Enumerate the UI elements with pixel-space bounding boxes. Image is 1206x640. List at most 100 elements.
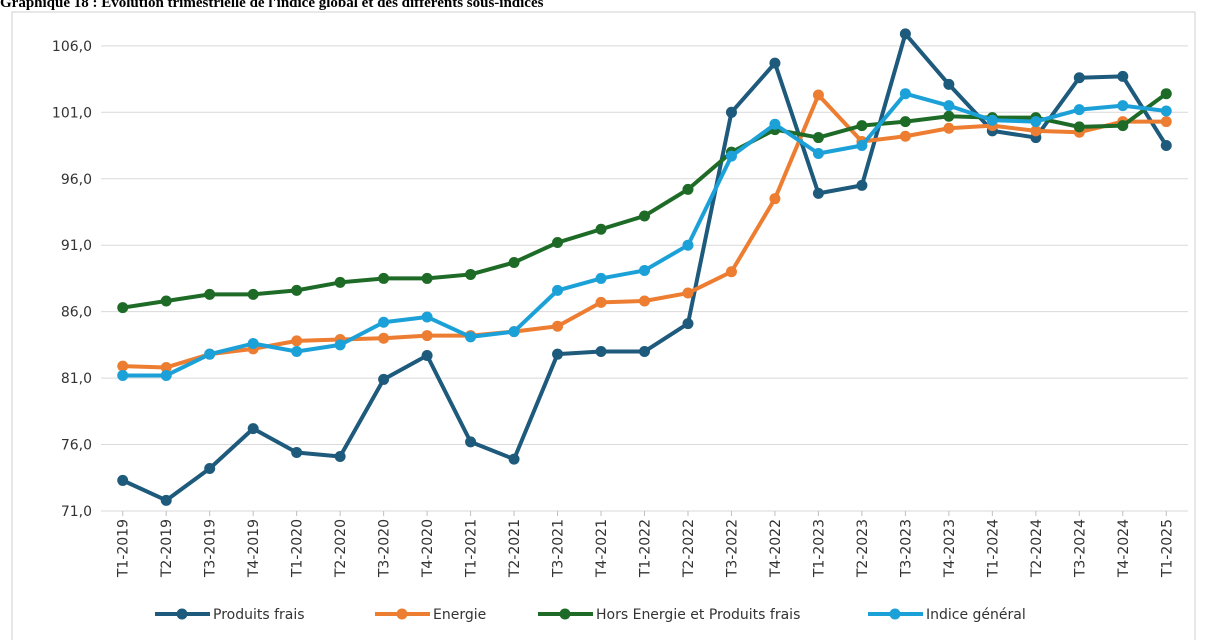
point bbox=[291, 284, 303, 296]
point bbox=[421, 272, 433, 284]
x-tick-label: T1-2023 bbox=[811, 519, 827, 578]
point bbox=[943, 122, 955, 134]
point bbox=[421, 330, 433, 342]
x-tick-label: T2-2020 bbox=[333, 519, 349, 578]
point bbox=[421, 311, 433, 323]
x-tick-label: T1-2025 bbox=[1159, 519, 1175, 578]
point bbox=[204, 348, 216, 360]
y-tick-label: 91,0 bbox=[61, 238, 92, 254]
point bbox=[465, 436, 477, 448]
point bbox=[1160, 140, 1172, 152]
point bbox=[465, 331, 477, 343]
point bbox=[1160, 88, 1172, 100]
point bbox=[639, 264, 650, 276]
point bbox=[639, 210, 650, 222]
point bbox=[291, 335, 303, 347]
x-tick-label: T4-2020 bbox=[420, 519, 436, 578]
point bbox=[160, 295, 172, 307]
x-tick-label: T3-2020 bbox=[377, 519, 393, 578]
x-tick-label: T4-2019 bbox=[246, 519, 262, 578]
point bbox=[856, 140, 868, 152]
legend-label: Produits frais bbox=[213, 607, 305, 623]
legend-marker bbox=[396, 608, 408, 620]
point bbox=[117, 302, 129, 314]
y-tick-label: 71,0 bbox=[61, 504, 92, 520]
point bbox=[117, 360, 129, 372]
x-tick-label: T4-2023 bbox=[942, 519, 958, 578]
point bbox=[943, 78, 955, 90]
x-tick-label: T3-2019 bbox=[203, 519, 219, 578]
x-tick-label: T1-2021 bbox=[464, 519, 480, 578]
point bbox=[682, 287, 694, 299]
y-tick-label: 106,0 bbox=[52, 39, 92, 55]
point bbox=[812, 187, 824, 199]
point bbox=[1117, 70, 1129, 82]
point bbox=[160, 369, 172, 381]
point bbox=[334, 451, 346, 463]
point bbox=[725, 106, 737, 118]
point bbox=[378, 316, 390, 328]
point bbox=[1117, 120, 1129, 132]
point bbox=[725, 266, 737, 278]
point bbox=[1117, 100, 1129, 112]
legend-label: Energie bbox=[433, 607, 486, 623]
y-tick-label: 81,0 bbox=[61, 371, 92, 387]
x-tick-label: T1-2019 bbox=[116, 519, 132, 578]
point bbox=[899, 28, 911, 40]
point bbox=[1073, 72, 1085, 84]
y-tick-label: 86,0 bbox=[61, 305, 92, 321]
x-tick-label: T4-2024 bbox=[1116, 519, 1132, 578]
point bbox=[1030, 116, 1042, 128]
x-tick-label: T2-2024 bbox=[1029, 519, 1045, 578]
legend-label: Hors Energie et Produits frais bbox=[596, 607, 800, 623]
point bbox=[725, 150, 737, 162]
point bbox=[204, 462, 216, 474]
x-tick-label: T1-2020 bbox=[290, 519, 306, 578]
x-tick-label: T1-2022 bbox=[638, 519, 654, 578]
x-tick-label: T3-2024 bbox=[1072, 519, 1088, 578]
legend-marker bbox=[559, 608, 571, 620]
legend-marker bbox=[176, 608, 188, 620]
point bbox=[552, 284, 564, 296]
point bbox=[508, 256, 520, 268]
point bbox=[899, 116, 911, 128]
y-tick-label: 76,0 bbox=[61, 438, 92, 454]
point bbox=[899, 88, 911, 100]
point bbox=[769, 118, 781, 130]
point bbox=[1073, 121, 1085, 133]
point bbox=[1030, 125, 1042, 137]
point bbox=[986, 114, 998, 126]
point bbox=[291, 346, 303, 358]
point bbox=[465, 268, 477, 280]
x-tick-label: T2-2019 bbox=[159, 519, 175, 578]
point bbox=[856, 179, 868, 191]
x-tick-label: T2-2023 bbox=[855, 519, 871, 578]
point bbox=[639, 295, 650, 307]
chart-title: Graphique 18 : Evolution trimestrielle d… bbox=[0, 0, 544, 11]
point bbox=[769, 57, 781, 69]
point bbox=[1073, 104, 1085, 116]
point bbox=[682, 318, 694, 330]
point bbox=[1160, 105, 1172, 117]
point bbox=[378, 373, 390, 385]
point bbox=[595, 272, 607, 284]
point bbox=[204, 288, 216, 300]
point bbox=[856, 120, 868, 132]
point bbox=[508, 326, 520, 338]
point bbox=[1160, 116, 1172, 128]
point bbox=[595, 223, 607, 235]
point bbox=[812, 147, 824, 159]
x-tick-label: T4-2022 bbox=[768, 519, 784, 578]
point bbox=[943, 110, 955, 122]
point bbox=[421, 350, 433, 362]
point bbox=[508, 453, 520, 465]
point bbox=[812, 132, 824, 144]
point bbox=[943, 100, 955, 112]
point bbox=[334, 276, 346, 288]
point bbox=[291, 447, 303, 459]
y-tick-label: 101,0 bbox=[52, 105, 92, 121]
point bbox=[812, 89, 824, 101]
x-tick-label: T3-2021 bbox=[551, 519, 567, 578]
point bbox=[247, 338, 259, 350]
